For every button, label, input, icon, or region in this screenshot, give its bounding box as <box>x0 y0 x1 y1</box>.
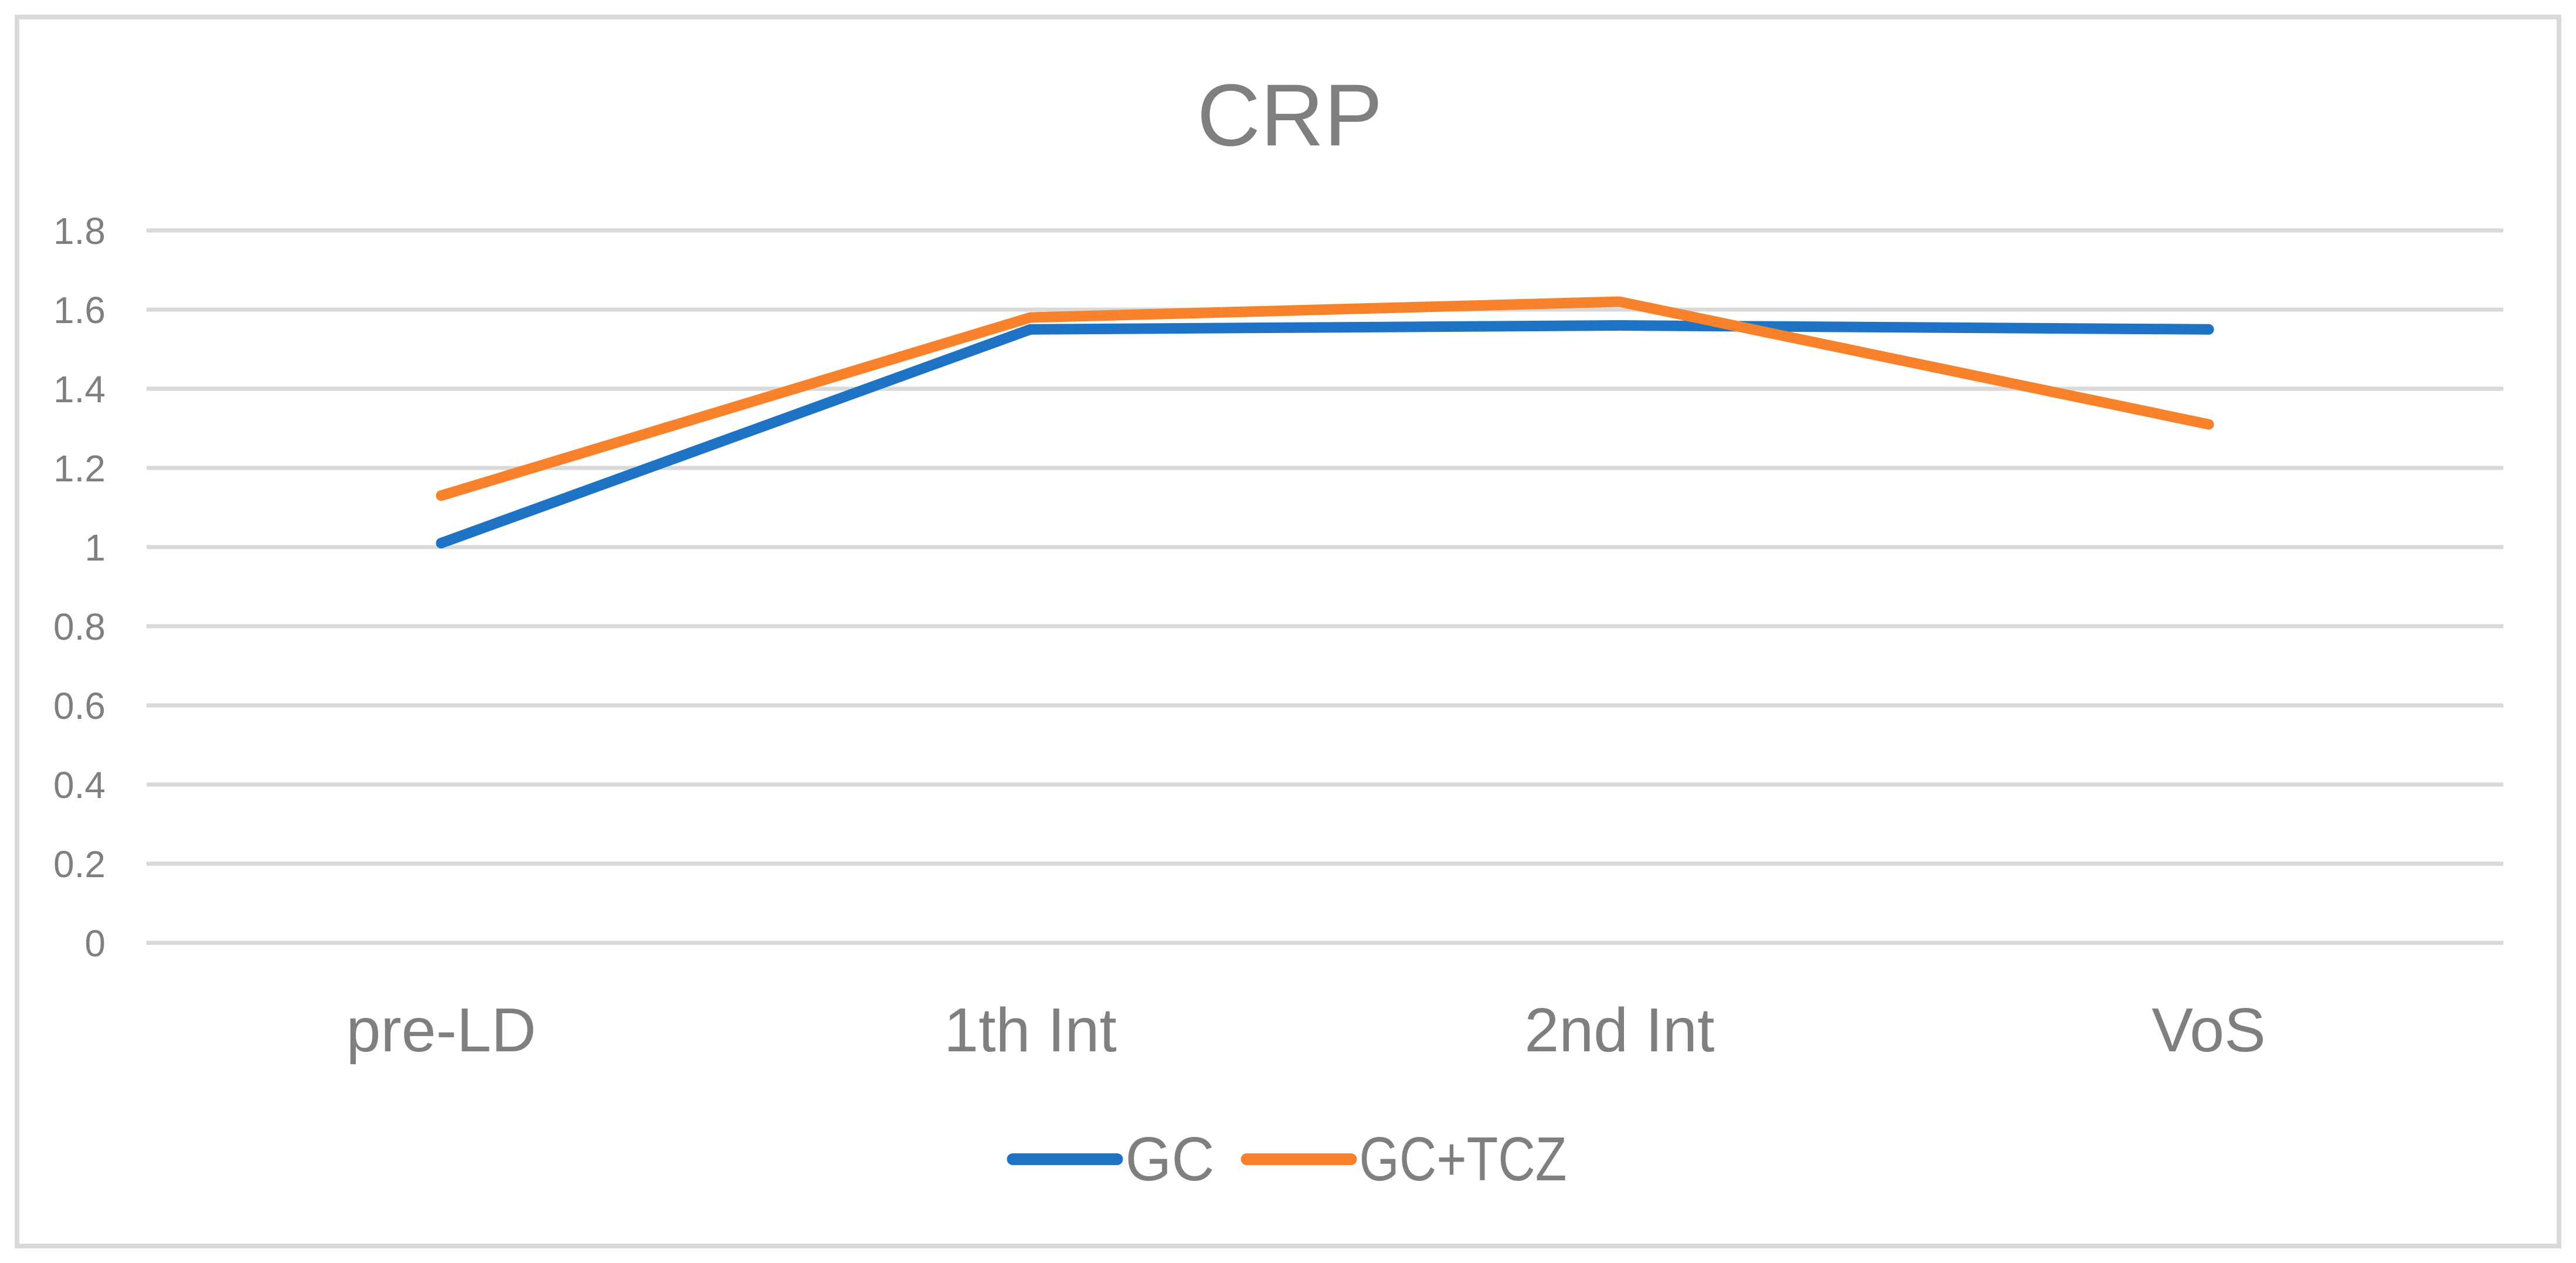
legend: GC GC+TCZ <box>1007 1125 1567 1194</box>
y-axis-tick-label: 1.4 <box>53 368 106 410</box>
y-axis-labels: 0 0.2 0.4 0.6 0.8 1 1.2 1.4 1.6 1.8 <box>53 210 106 965</box>
y-axis-tick-label: 0.2 <box>53 843 106 885</box>
x-axis-category-label-vos: VoS <box>2152 996 2266 1065</box>
y-axis-tick-label: 0.6 <box>53 685 106 727</box>
y-axis-tick-label: 1.6 <box>53 289 106 331</box>
y-axis-tick-label: 0.8 <box>53 606 106 648</box>
x-axis-labels: pre-LD 1th Int 2nd Int VoS <box>346 996 2265 1065</box>
series-line-gc-tcz <box>436 296 2214 501</box>
y-axis-tick-label: 1 <box>84 527 106 569</box>
series-line-gc <box>436 320 2214 549</box>
x-axis-category-label-1th-int: 1th Int <box>944 996 1117 1065</box>
y-axis-tick-label: 1.2 <box>53 447 106 490</box>
y-axis-tick-label: 0 <box>84 922 106 965</box>
x-axis-category-label-2nd-int: 2nd Int <box>1524 996 1714 1065</box>
legend-label-gc: GC <box>1126 1125 1215 1194</box>
chart-title: CRP <box>1197 66 1383 164</box>
y-axis-tick-label: 0.4 <box>53 764 106 806</box>
chart-border <box>15 15 2561 1248</box>
x-axis-category-label-pre-ld: pre-LD <box>346 996 536 1065</box>
legend-label-gc-tcz: GC+TCZ <box>1360 1125 1567 1194</box>
series-lines <box>436 296 2214 549</box>
y-axis-tick-label: 1.8 <box>53 210 106 252</box>
